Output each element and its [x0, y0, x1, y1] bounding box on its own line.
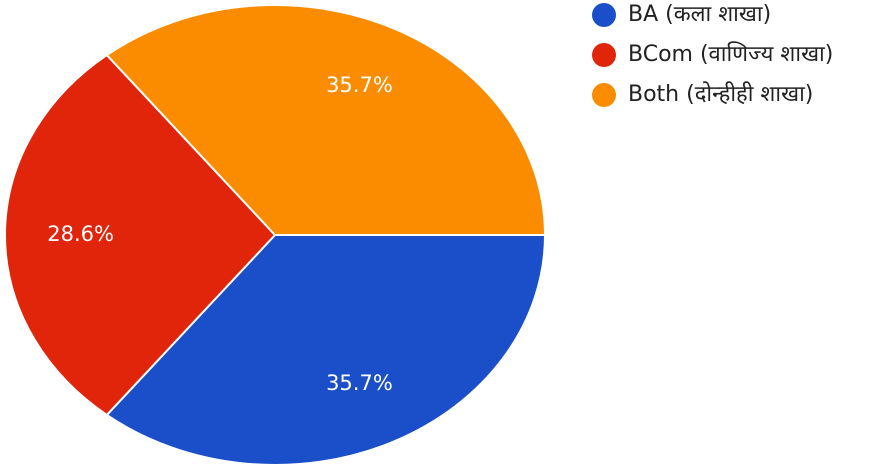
legend: BA (कला शाखा) BCom (वाणिज्य शाखा) Both (दो… [592, 0, 877, 120]
chart: 35.7% 28.6% 35.7% [4, 4, 547, 466]
legend-item: BA (कला शाखा) [592, 0, 877, 30]
legend-item: BCom (वाणिज्य शाखा) [592, 40, 877, 70]
legend-label: BA (कला शाखा) [628, 2, 772, 27]
pie-slice [4, 53, 277, 417]
legend-item: Both (दोन्हीही शाखा) [592, 80, 877, 110]
data-label: 35.7% [326, 371, 393, 395]
legend-swatch [592, 43, 616, 67]
data-label: 35.7% [326, 73, 393, 97]
legend-swatch [592, 83, 616, 107]
data-label: 28.6% [47, 222, 114, 246]
legend-label: Both (दोन्हीही शाखा) [628, 82, 814, 107]
legend-swatch [592, 3, 616, 27]
pie-slice [105, 4, 547, 236]
legend-label: BCom (वाणिज्य शाखा) [628, 42, 834, 67]
pie-slice [105, 234, 547, 466]
